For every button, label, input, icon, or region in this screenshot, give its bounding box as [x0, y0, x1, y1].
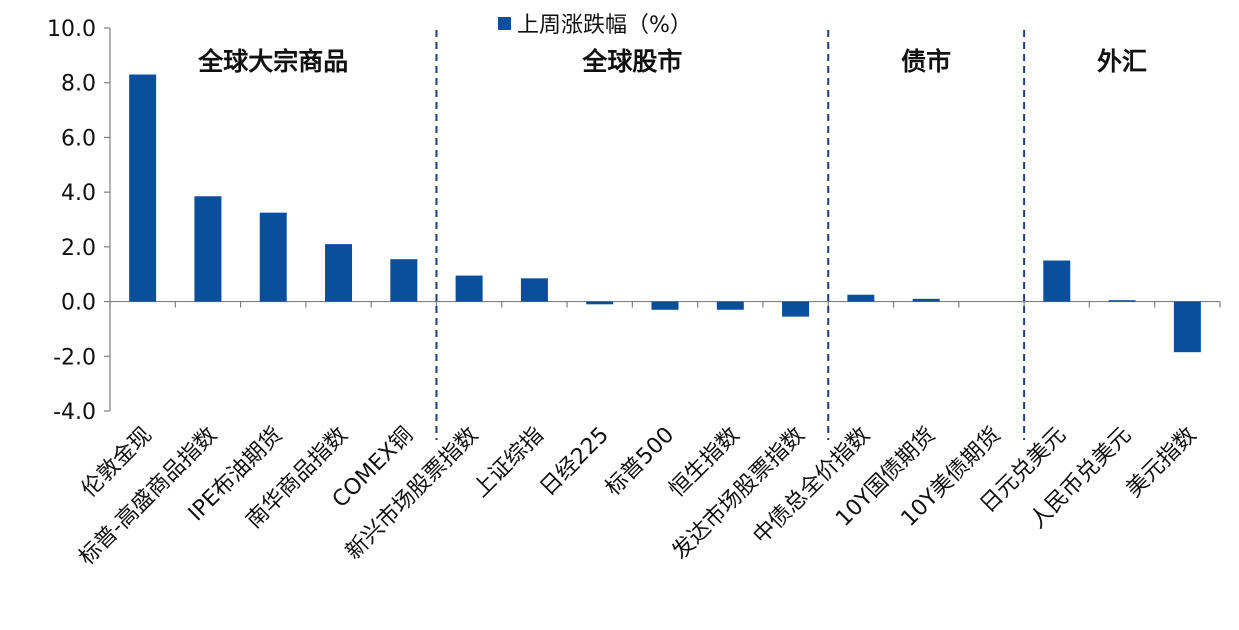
- bar: [1043, 260, 1071, 302]
- y-tick-label: 10.0: [47, 17, 96, 42]
- legend: 上周涨跌幅（%）: [498, 13, 692, 38]
- group-label: 全球股市: [581, 47, 682, 76]
- bar: [847, 294, 875, 302]
- bar: [586, 301, 614, 305]
- bar: [912, 298, 940, 302]
- y-tick-label: -2.0: [53, 345, 96, 370]
- x-tick-label: 中债总全价指数: [749, 423, 876, 550]
- bar: [129, 74, 157, 302]
- bar: [455, 275, 483, 302]
- y-tick-label: 8.0: [61, 72, 96, 97]
- y-tick-label: 4.0: [61, 181, 96, 206]
- bar: [651, 301, 679, 310]
- y-tick-label: 0.0: [61, 291, 96, 316]
- group-labels: 全球大宗商品 全球股市 债市 外汇: [197, 47, 1147, 76]
- bar: [1108, 300, 1136, 302]
- bar: [520, 278, 548, 302]
- bar: [390, 259, 418, 302]
- bars: [129, 74, 1201, 353]
- x-tick-label: 日经225: [535, 423, 613, 501]
- bar: [325, 244, 353, 302]
- bar: [194, 196, 222, 302]
- legend-swatch: [498, 17, 511, 30]
- bar: [1173, 301, 1201, 353]
- group-label: 外汇: [1097, 47, 1147, 76]
- bar: [716, 301, 744, 310]
- x-tick-label: 标普500: [601, 423, 679, 501]
- group-label: 债市: [901, 47, 951, 76]
- bar: [259, 212, 287, 302]
- group-label: 全球大宗商品: [197, 47, 348, 76]
- bar: [782, 301, 810, 317]
- x-tick-label: 美元指数: [1122, 423, 1202, 503]
- legend-label: 上周涨跌幅（%）: [517, 13, 692, 38]
- y-axis: 10.0 8.0 6.0 4.0 2.0 0.0 -2.0 -4.0: [47, 17, 111, 425]
- group-dividers: [435, 30, 1026, 440]
- y-tick-label: -4.0: [53, 400, 96, 425]
- x-tick-label: 上证综指: [469, 423, 549, 503]
- y-tick-label: 6.0: [61, 126, 96, 151]
- x-axis: 伦敦金现标普-高盛商品指数IPE布油期货南华商品指数COMEX铜新兴市场股票指数…: [74, 300, 1221, 570]
- y-tick-label: 2.0: [61, 236, 96, 261]
